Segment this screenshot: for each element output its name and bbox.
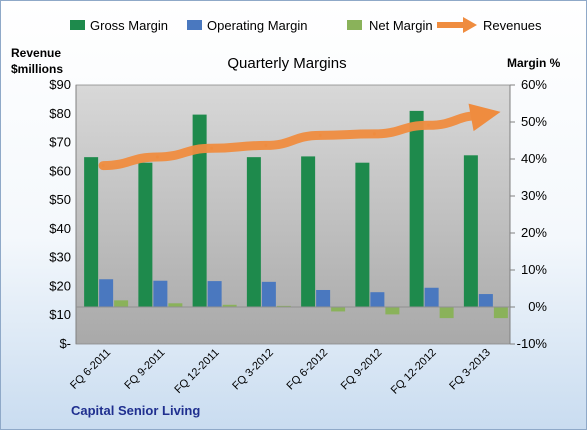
y-left-label-line2: $millions [11,62,63,76]
category-label: FQ 3-2012 [230,347,276,393]
category-labels: FQ 6-2011 FQ 9-2011 FQ 12-2011 FQ 3-2012 FQ … [68,347,493,397]
left-tick-label: $60 [49,163,71,178]
bar-net-margin-2 [222,304,237,307]
bar-gross-margin-1 [138,162,153,307]
category-label: FQ 12-2011 [172,347,221,396]
bar-operating-margin-6 [424,287,439,307]
bar-gross-margin-6 [409,110,424,308]
company-name: Capital Senior Living [71,403,201,418]
category-label: FQ 3-2013 [447,347,493,393]
left-tick-label: $20 [49,278,71,293]
category-label: FQ 9-2012 [339,347,385,393]
legend-label-operating-margin: Operating Margin [207,18,307,33]
bar-operating-margin-2 [207,281,222,307]
y-right-label: Margin % [507,56,561,70]
revenue-point-6 [427,123,431,127]
revenue-point-3 [264,143,268,147]
right-tick-label: 10% [521,262,547,277]
revenue-point-7 [481,113,485,117]
bar-net-margin-7 [493,307,508,319]
legend-label-gross-margin: Gross Margin [90,18,168,33]
bars-group [84,110,508,319]
left-tick-label: $30 [49,250,71,265]
category-label: FQ 9-2011 [122,347,167,392]
bar-gross-margin-3 [246,157,261,307]
y-left-label-line1: Revenue [11,46,61,60]
bar-operating-margin-0 [99,279,114,307]
bar-net-margin-4 [331,307,346,312]
left-tick-label: $- [59,336,71,351]
revenue-point-5 [372,132,376,136]
right-tick-label: 40% [521,151,547,166]
revenue-point-0 [101,164,105,168]
left-axis-ticks: $- $10 $20 $30 $40 $50 $60 $70 $80 $90 [49,77,71,351]
bar-gross-margin-7 [463,155,478,307]
right-tick-label: 20% [521,225,547,240]
legend-swatch-net-margin [347,20,362,30]
legend-label-net-margin: Net Margin [369,18,433,33]
bar-net-margin-3 [276,305,291,307]
revenue-line-group [98,103,501,171]
revenue-point-2 [210,146,214,150]
bar-operating-margin-4 [316,289,331,307]
bar-net-margin-6 [439,307,454,319]
right-tick-label: 60% [521,77,547,92]
bar-operating-margin-7 [478,294,493,307]
left-tick-label: $70 [49,135,71,150]
category-label: FQ 6-2012 [285,347,331,393]
left-tick-label: $80 [49,106,71,121]
bar-net-margin-1 [168,303,183,307]
legend-swatch-gross-margin [70,20,85,30]
revenue-point-1 [155,155,159,159]
category-label: FQ 6-2011 [68,347,113,392]
right-tick-label: 50% [521,114,547,129]
legend-label-revenues: Revenues [483,18,542,33]
chart-title: Quarterly Margins [227,55,346,72]
bar-net-margin-0 [114,300,129,307]
bar-gross-margin-4 [301,156,316,307]
legend-swatch-revenues [437,17,477,33]
left-tick-label: $50 [49,192,71,207]
right-tick-label: 30% [521,188,547,203]
bar-gross-margin-0 [84,157,99,307]
right-tick-label: 0% [528,299,547,314]
left-tick-label: $90 [49,77,71,92]
category-label: FQ 12-2012 [389,347,439,397]
revenue-arrowhead [468,103,501,132]
bar-net-margin-5 [385,307,400,315]
left-tick-label: $10 [49,307,71,322]
bar-operating-margin-1 [153,280,168,307]
bar-operating-margin-5 [370,292,385,307]
right-axis-ticks: -10% 0% 10% 20% 30% 40% 50% 60% [510,77,547,351]
left-tick-label: $40 [49,221,71,236]
revenue-point-4 [318,133,322,137]
bar-operating-margin-3 [261,281,276,307]
bar-gross-margin-2 [192,114,207,307]
legend-swatch-operating-margin [187,20,202,30]
bar-gross-margin-5 [355,162,370,307]
right-tick-label: -10% [517,336,548,351]
